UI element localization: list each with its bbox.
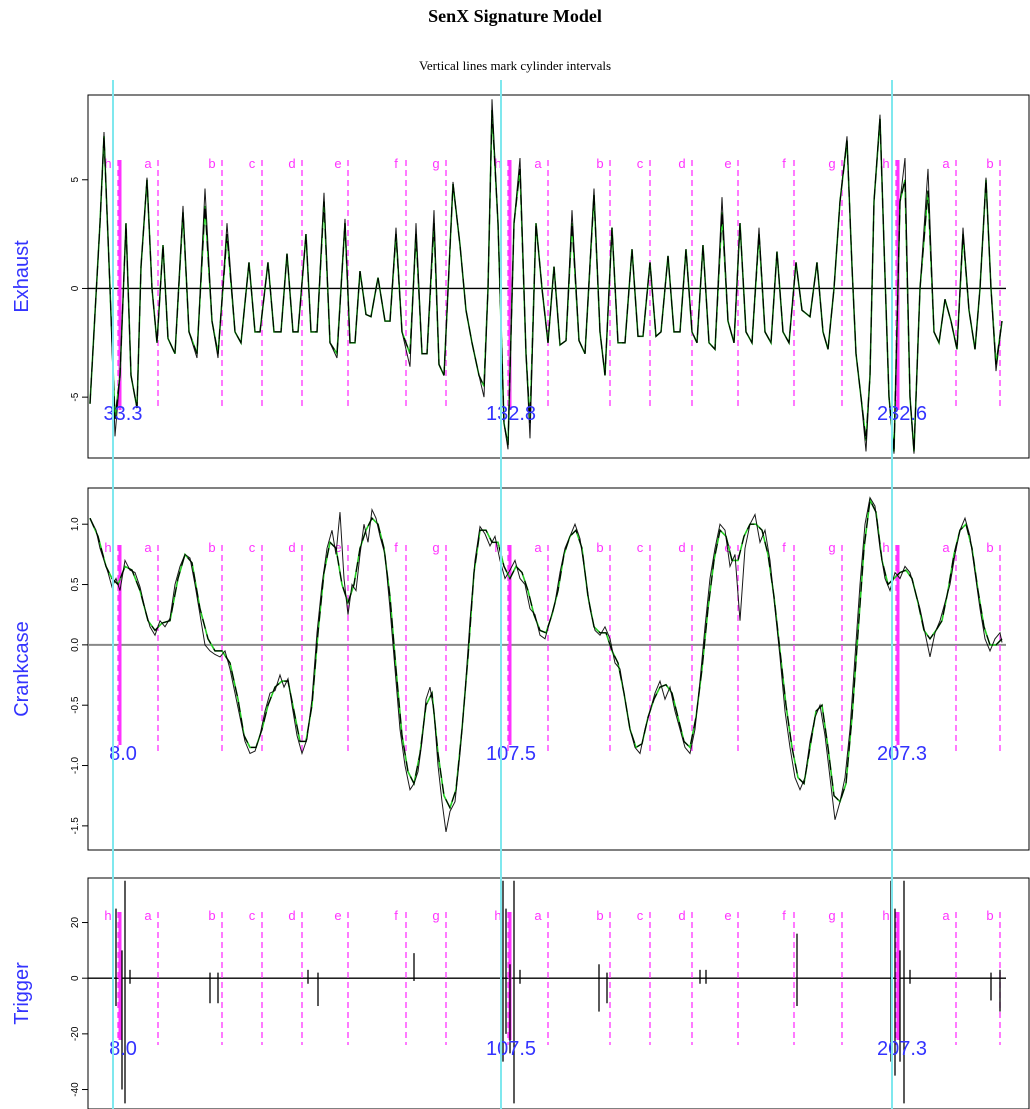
cycle-lines-layer bbox=[112, 80, 893, 1109]
marker-label-h: h bbox=[104, 156, 111, 171]
marker-label-h: h bbox=[494, 540, 501, 555]
marker-label-c: c bbox=[637, 156, 644, 171]
fit-curve-dashes bbox=[89, 110, 1003, 452]
marker-label-b: b bbox=[208, 540, 215, 555]
marker-label-g: g bbox=[828, 540, 835, 555]
marker-label-b: b bbox=[596, 908, 603, 923]
marker-label-h: h bbox=[882, 908, 889, 923]
cycle-value-label: 107.5 bbox=[486, 743, 536, 765]
marker-label-a: a bbox=[534, 908, 542, 923]
marker-label-b: b bbox=[986, 540, 993, 555]
marker-label-g: g bbox=[828, 908, 835, 923]
y-tick-label: 0 bbox=[70, 975, 81, 981]
marker-label-f: f bbox=[782, 908, 786, 923]
y-tick-label: 5 bbox=[70, 177, 81, 183]
panel-frame bbox=[87, 877, 1030, 1109]
marker-label-f: f bbox=[394, 156, 398, 171]
marker-label-b: b bbox=[596, 156, 603, 171]
cycle-value-label: 207.3 bbox=[877, 1038, 927, 1060]
cycle-value-label: 132.8 bbox=[486, 403, 536, 425]
cycle-value-label: 207.3 bbox=[877, 743, 927, 765]
marker-label-e: e bbox=[334, 908, 341, 923]
marker-label-c: c bbox=[249, 156, 256, 171]
marker-label-c: c bbox=[249, 540, 256, 555]
signal-curve bbox=[89, 99, 1003, 454]
marker-label-e: e bbox=[724, 156, 731, 171]
marker-label-a: a bbox=[942, 540, 950, 555]
fit-curve bbox=[89, 497, 1003, 810]
y-tick-label: 0.0 bbox=[70, 637, 81, 651]
panels-layer: Exhaust 5 0 -5 h a b c d e f g h a b c d e f g h a b 33.3 132.8 2… bbox=[11, 94, 1030, 1109]
chart-title: SenX Signature Model bbox=[428, 6, 602, 26]
marker-label-d: d bbox=[288, 908, 295, 923]
panel-frame bbox=[87, 487, 1030, 851]
marker-label-c: c bbox=[637, 908, 644, 923]
marker-label-e: e bbox=[724, 908, 731, 923]
marker-label-g: g bbox=[828, 156, 835, 171]
y-tick-label: -20 bbox=[70, 1026, 81, 1041]
marker-label-a: a bbox=[534, 156, 542, 171]
y-axis-label: Trigger bbox=[11, 962, 33, 1025]
marker-label-b: b bbox=[208, 908, 215, 923]
panel-frame bbox=[87, 94, 1030, 459]
marker-label-a: a bbox=[534, 540, 542, 555]
marker-label-h: h bbox=[882, 156, 889, 171]
marker-label-f: f bbox=[394, 540, 398, 555]
marker-label-h: h bbox=[882, 540, 889, 555]
marker-label-g: g bbox=[432, 908, 439, 923]
marker-label-a: a bbox=[942, 156, 950, 171]
panel-exhaust: Exhaust 5 0 -5 h a b c d e f g h a b c d e f g h a b 33.3 132.8 2… bbox=[11, 94, 1030, 459]
y-tick-label: -0.5 bbox=[70, 696, 81, 714]
cycle-value-label: 107.5 bbox=[486, 1038, 536, 1060]
marker-label-f: f bbox=[782, 156, 786, 171]
panel-trigger: Trigger 20 0 -20 -40 h a b c d e f g h a b c d e f g h a b 8.0 10… bbox=[11, 877, 1030, 1109]
marker-label-h: h bbox=[104, 540, 111, 555]
marker-label-h: h bbox=[494, 156, 501, 171]
y-tick-label: 0.5 bbox=[70, 577, 81, 591]
marker-label-g: g bbox=[432, 540, 439, 555]
panel-crankcase: Crankcase 1.0 0.5 0.0 -0.5 -1.0 -1.5 h a b c d e f g h a… bbox=[11, 487, 1030, 851]
chart-subtitle: Vertical lines mark cylinder intervals bbox=[418, 58, 612, 73]
y-tick-label: 1.0 bbox=[70, 517, 81, 531]
y-tick-label: 0 bbox=[70, 285, 81, 291]
marker-label-c: c bbox=[249, 908, 256, 923]
marker-label-d: d bbox=[678, 540, 685, 555]
cycle-value-label: 8.0 bbox=[109, 1038, 137, 1060]
fit-curve bbox=[89, 110, 1003, 452]
cycle-value-label: 8.0 bbox=[109, 743, 137, 765]
marker-label-e: e bbox=[334, 540, 341, 555]
marker-label-d: d bbox=[678, 908, 685, 923]
signal-curve bbox=[89, 496, 1003, 832]
marker-label-h: h bbox=[494, 908, 501, 923]
marker-label-a: a bbox=[942, 908, 950, 923]
marker-label-g: g bbox=[432, 156, 439, 171]
y-tick-label: -1.0 bbox=[70, 756, 81, 774]
y-axis-label: Exhaust bbox=[11, 240, 33, 313]
cycle-value-label: 33.3 bbox=[104, 403, 143, 425]
marker-label-a: a bbox=[144, 908, 152, 923]
marker-label-b: b bbox=[596, 540, 603, 555]
marker-label-a: a bbox=[144, 156, 152, 171]
marker-label-c: c bbox=[637, 540, 644, 555]
marker-label-d: d bbox=[288, 156, 295, 171]
marker-label-a: a bbox=[144, 540, 152, 555]
y-tick-label: -5 bbox=[70, 392, 81, 401]
marker-label-h: h bbox=[104, 908, 111, 923]
marker-label-b: b bbox=[986, 156, 993, 171]
y-tick-label: 20 bbox=[70, 917, 81, 929]
marker-label-f: f bbox=[394, 908, 398, 923]
marker-label-d: d bbox=[288, 540, 295, 555]
y-axis-label: Crankcase bbox=[11, 621, 33, 717]
fit-curve-dashes bbox=[89, 498, 1003, 810]
y-tick-label: -40 bbox=[70, 1082, 81, 1097]
marker-label-e: e bbox=[334, 156, 341, 171]
marker-label-b: b bbox=[986, 908, 993, 923]
y-tick-label: -1.5 bbox=[70, 817, 81, 835]
cycle-value-label: 232.6 bbox=[877, 403, 927, 425]
marker-label-f: f bbox=[782, 540, 786, 555]
marker-label-b: b bbox=[208, 156, 215, 171]
marker-label-d: d bbox=[678, 156, 685, 171]
